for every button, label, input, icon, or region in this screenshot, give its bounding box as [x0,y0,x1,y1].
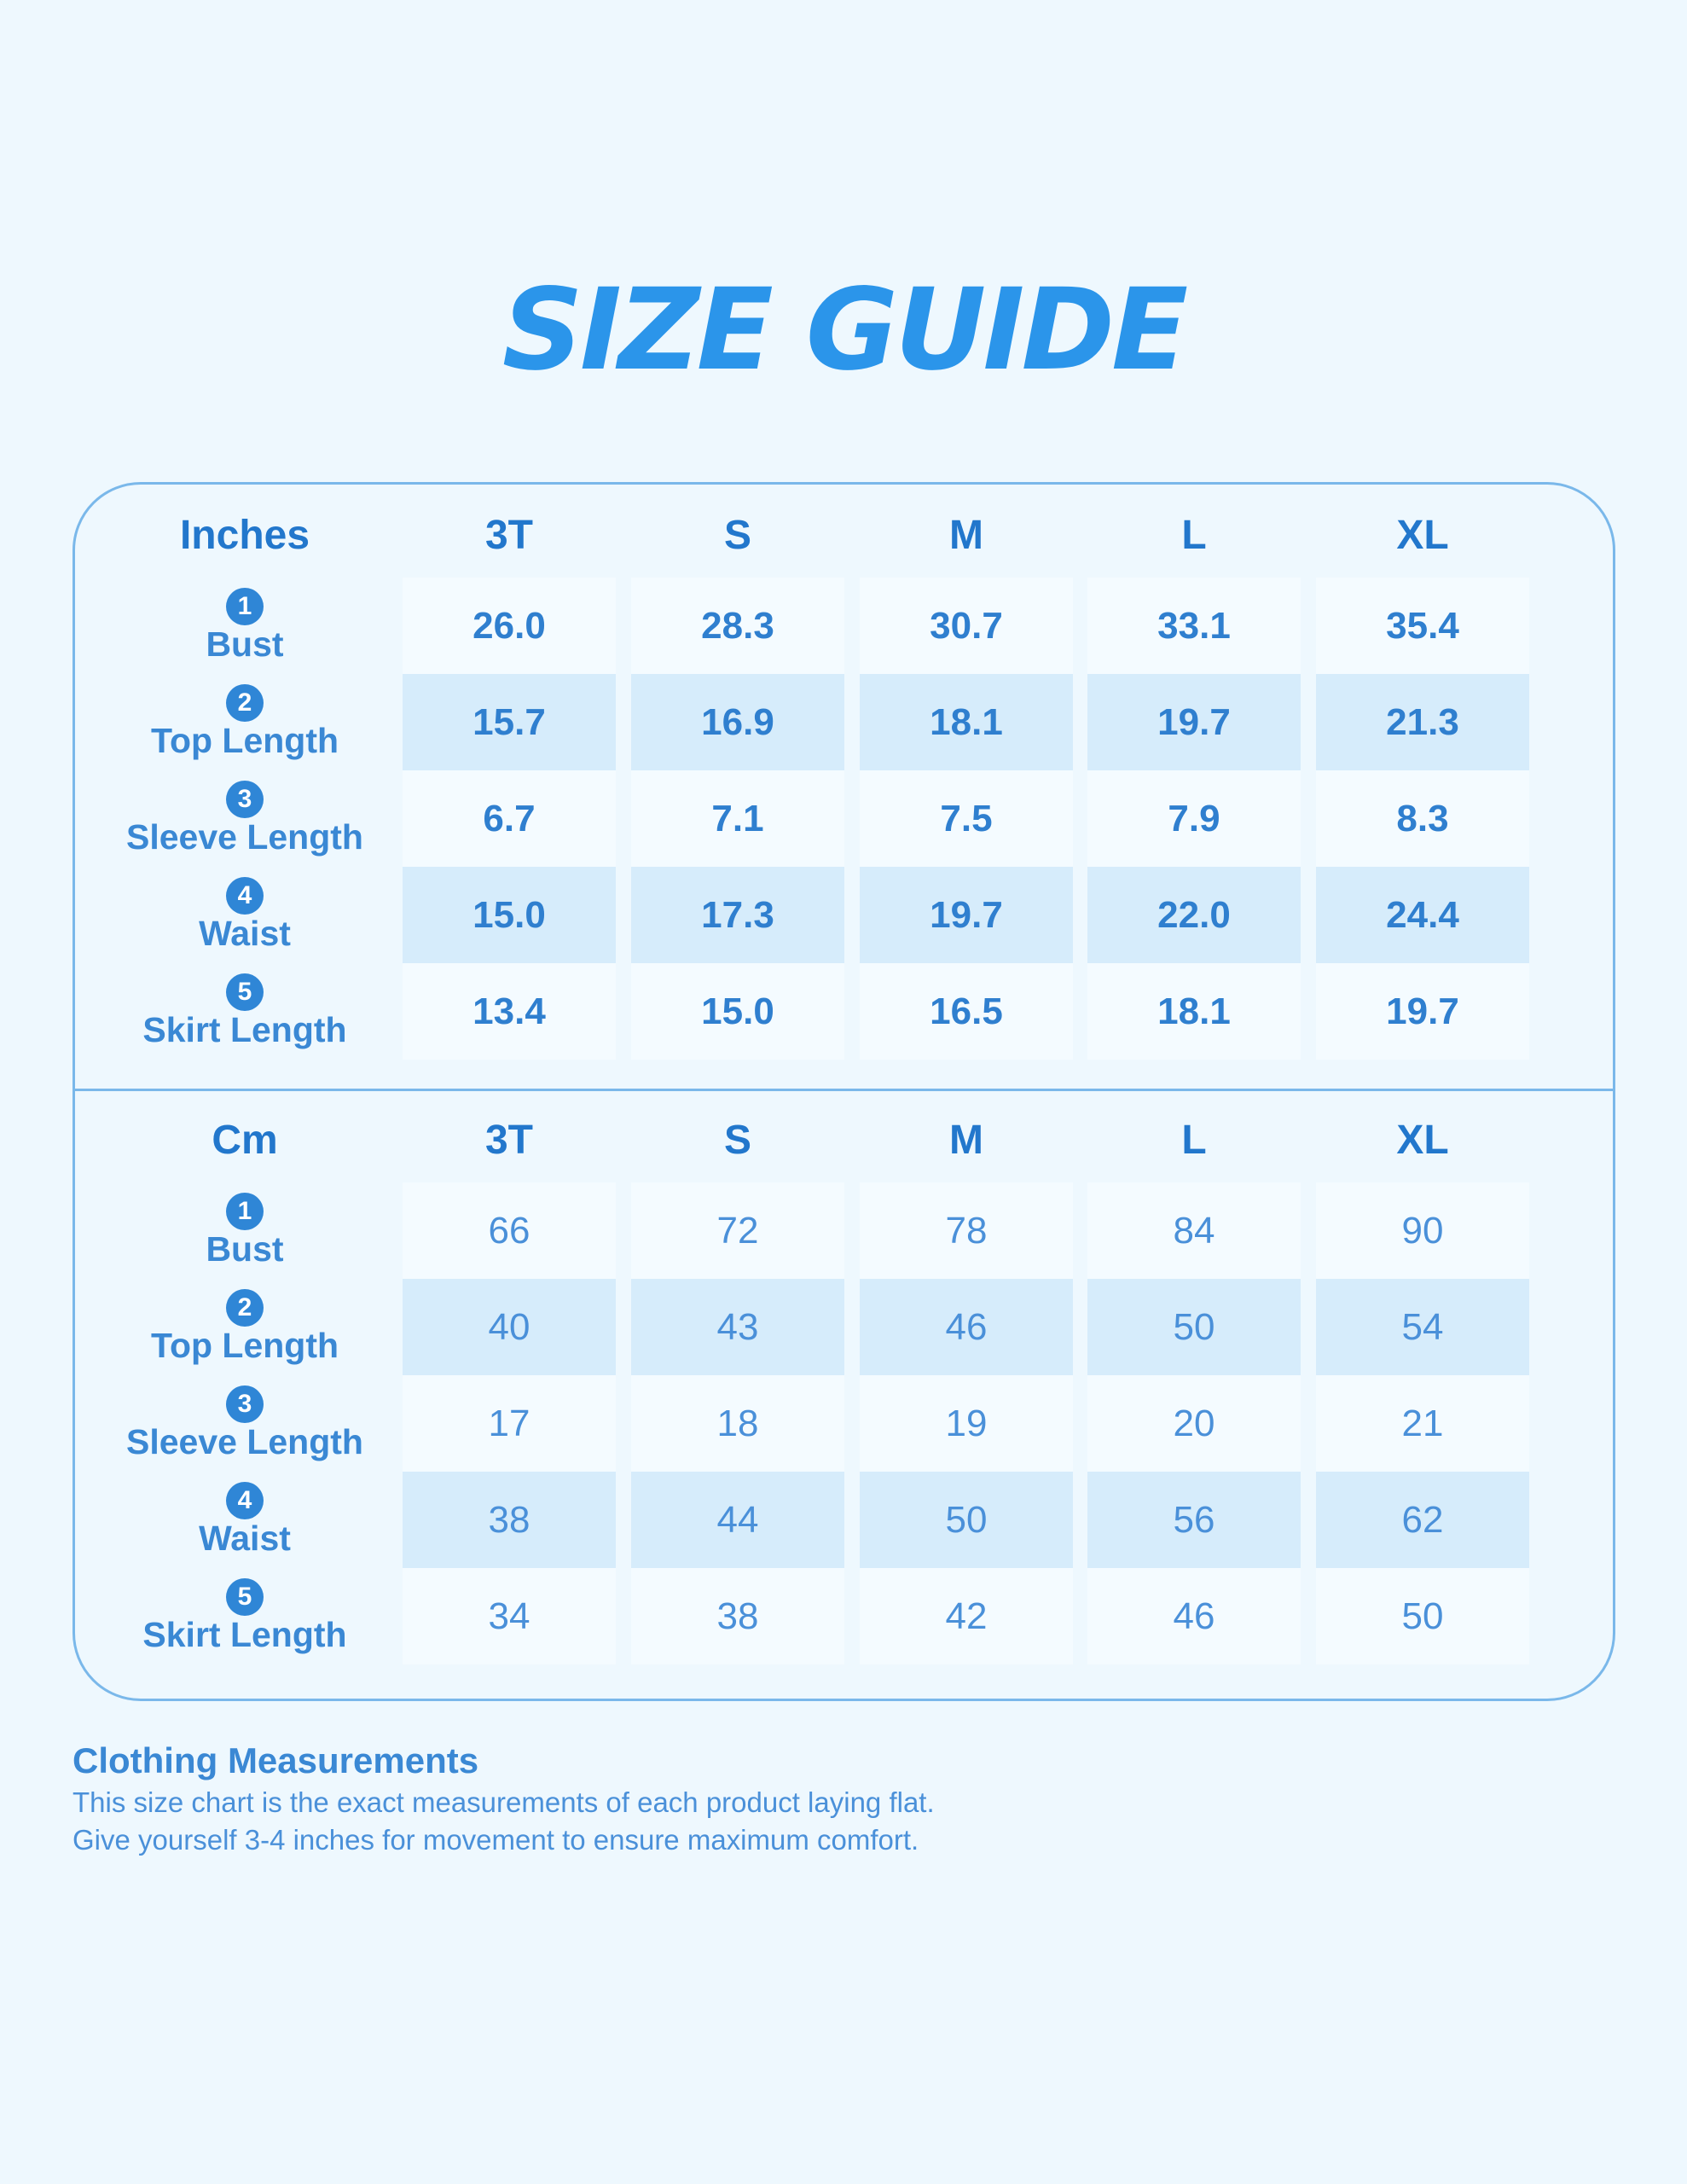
title: SIZE GUIDE [501,264,1188,396]
cell: 46 [860,1279,1073,1375]
cell: 8.3 [1316,770,1529,867]
divider [72,1089,1615,1091]
cell: 66 [403,1182,616,1279]
cell: 7.5 [860,770,1073,867]
cell: 84 [1087,1182,1301,1279]
row-number: 4 [226,1482,264,1519]
cell: 42 [860,1568,1073,1664]
row-label: Bust [206,624,284,664]
row-number: 3 [226,1385,264,1423]
column-header: Cm [212,1118,278,1163]
note-line: Give yourself 3-4 inches for movement to… [72,1824,919,1856]
cell: 6.7 [403,770,616,867]
cell: 78 [860,1182,1073,1279]
cell: 24.4 [1316,867,1529,963]
cell: 15.7 [403,674,616,770]
cell: 38 [403,1472,616,1568]
cell: 15.0 [403,867,616,963]
column-header: S [723,1118,751,1163]
cell: 62 [1316,1472,1529,1568]
column-header: L [1181,1118,1207,1163]
cell: 30.7 [860,578,1073,674]
notes-heading: Clothing Measurements [72,1740,479,1780]
cell: 54 [1316,1279,1529,1375]
cell: 28.3 [631,578,844,674]
row-label: Sleeve Length [126,1422,363,1461]
column-header: XL [1396,1118,1449,1163]
cell: 33.1 [1087,578,1301,674]
row-number: 1 [226,1193,264,1230]
cell: 40 [403,1279,616,1375]
row-number: 2 [226,684,264,722]
cell: 43 [631,1279,844,1375]
note-line: This size chart is the exact measurement… [72,1786,935,1818]
cell: 50 [1316,1568,1529,1664]
column-header: M [949,1118,983,1163]
column-header: M [949,513,983,558]
cell: 50 [860,1472,1073,1568]
row-label: Waist [199,1519,291,1558]
row-label: Skirt Length [142,1615,347,1654]
cell: 16.9 [631,674,844,770]
cell: 26.0 [403,578,616,674]
cell: 13.4 [403,963,616,1060]
cell: 56 [1087,1472,1301,1568]
row-number: 3 [226,781,264,818]
cell: 19.7 [1087,674,1301,770]
cell: 20 [1087,1375,1301,1472]
cell: 17.3 [631,867,844,963]
cell: 38 [631,1568,844,1664]
cell: 18.1 [860,674,1073,770]
column-header: L [1181,513,1207,558]
row-number: 1 [226,588,264,625]
cell: 19.7 [860,867,1073,963]
row-label: Top Length [150,721,339,760]
row-number: 2 [226,1289,264,1327]
cell: 21 [1316,1375,1529,1472]
cell: 22.0 [1087,867,1301,963]
cell: 46 [1087,1568,1301,1664]
column-header: XL [1396,513,1449,558]
row-label: Top Length [150,1326,339,1365]
cell: 21.3 [1316,674,1529,770]
table-frame [72,482,1615,1701]
cell: 17 [403,1375,616,1472]
row-label: Sleeve Length [126,817,363,857]
cell: 50 [1087,1279,1301,1375]
column-header: Inches [179,513,310,558]
cell: 7.9 [1087,770,1301,867]
cell: 18 [631,1375,844,1472]
cell: 35.4 [1316,578,1529,674]
row-number: 5 [226,1578,264,1616]
cell: 90 [1316,1182,1529,1279]
row-number: 5 [226,973,264,1011]
row-label: Waist [199,914,291,953]
cell: 19 [860,1375,1073,1472]
cell: 44 [631,1472,844,1568]
column-header: S [723,513,751,558]
column-header: 3T [484,513,533,558]
cell: 18.1 [1087,963,1301,1060]
column-header: 3T [484,1118,533,1163]
cell: 7.1 [631,770,844,867]
row-number: 4 [226,877,264,915]
cell: 34 [403,1568,616,1664]
cell: 19.7 [1316,963,1529,1060]
cell: 15.0 [631,963,844,1060]
row-label: Skirt Length [142,1010,347,1049]
row-label: Bust [206,1229,284,1269]
cell: 72 [631,1182,844,1279]
cell: 16.5 [860,963,1073,1060]
